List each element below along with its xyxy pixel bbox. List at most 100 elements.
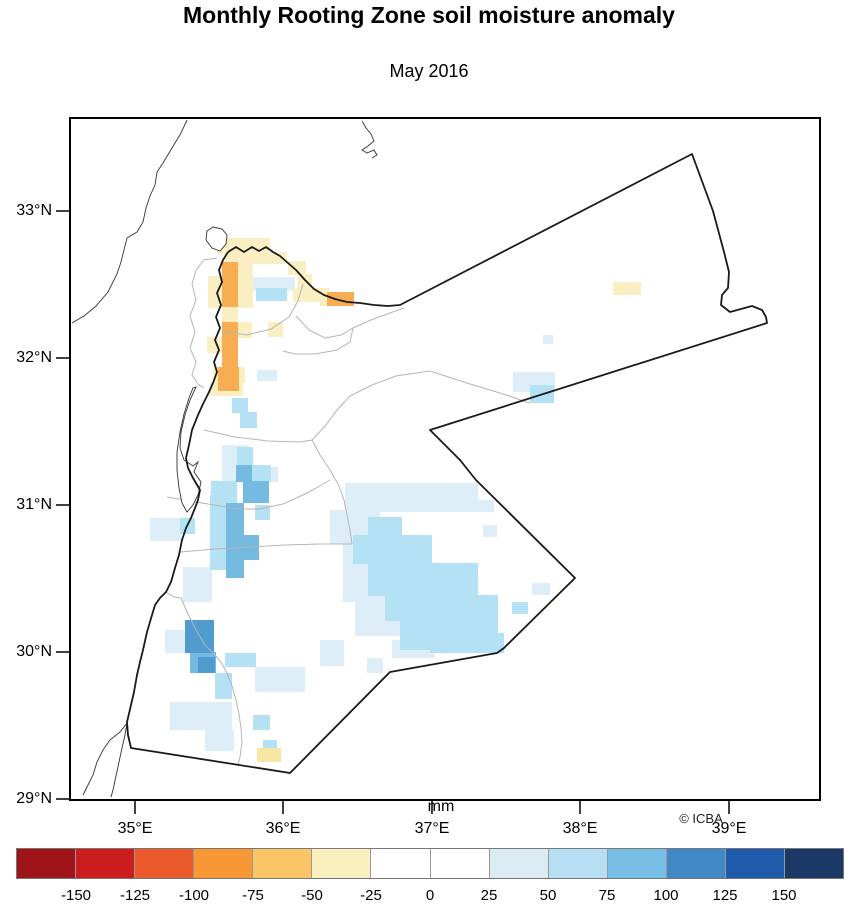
anomaly-cell (385, 595, 498, 621)
anomaly-cell (198, 657, 215, 673)
colorbar-units-label: mm (427, 798, 455, 815)
anomaly-cell (613, 282, 641, 295)
colorbar-boundary-label: -150 (60, 887, 92, 904)
anomaly-cell (240, 412, 257, 428)
latitude-label: 29°N (16, 790, 52, 807)
anomaly-cell (222, 262, 238, 307)
anomaly-cell (512, 602, 528, 614)
colorbar-segment (76, 849, 136, 878)
longitude-label: 35°E (117, 820, 153, 837)
admin-boundary (221, 283, 304, 336)
coastline (82, 722, 128, 796)
colorbar-boundary-label: 0 (425, 887, 435, 904)
colorbar (16, 848, 844, 879)
map-frame (69, 117, 821, 801)
colorbar-boundary-label: -125 (119, 887, 151, 904)
anomaly-cell (253, 715, 270, 730)
anomaly-cell (226, 503, 244, 578)
anomaly-cell (165, 630, 186, 653)
anomaly-cell (288, 261, 306, 275)
coastline (71, 119, 188, 324)
colorbar-boundary-label: -100 (178, 887, 210, 904)
colorbar-segment (253, 849, 313, 878)
admin-boundary (311, 439, 353, 545)
anomaly-cell (367, 658, 383, 673)
anomaly-cell (215, 673, 232, 699)
latitude-label: 30°N (16, 643, 52, 660)
anomaly-cell (257, 748, 281, 762)
colorbar-segment (785, 849, 844, 878)
colorbar-segment (666, 849, 726, 878)
figure-title: Monthly Rooting Zone soil moisture anoma… (183, 2, 675, 28)
colorbar-boundary-label: 100 (653, 887, 679, 904)
anomaly-cell (320, 640, 344, 666)
anomaly-cell (236, 465, 252, 482)
anomaly-cell (244, 535, 259, 560)
figure-subtitle: May 2016 (389, 61, 469, 81)
anomaly-cell (345, 483, 478, 512)
admin-boundary (352, 307, 405, 329)
anomaly-cell (222, 322, 238, 368)
anomaly-cell (237, 262, 253, 308)
anomaly-cell (225, 653, 256, 667)
colorbar-boundary-label: 50 (539, 887, 557, 904)
anomaly-cell (183, 567, 212, 602)
colorbar-segment (194, 849, 254, 878)
anomaly-cell (256, 288, 287, 301)
lake-outline (176, 386, 202, 513)
longitude-label: 37°E (414, 820, 450, 837)
map-layers (71, 119, 768, 798)
anomaly-cell (368, 563, 478, 596)
colorbar-segment (312, 849, 372, 878)
colorbar-boundary-label: 150 (771, 887, 797, 904)
anomaly-cell (222, 306, 238, 323)
lake-outline (205, 226, 228, 252)
longitude-label: 39°E (711, 820, 747, 837)
colorbar-boundary-label: 125 (712, 887, 738, 904)
anomaly-cell (430, 633, 504, 653)
anomaly-cell (353, 535, 432, 564)
anomaly-cell (225, 252, 287, 264)
anomaly-cell (243, 481, 269, 503)
coastline (361, 120, 378, 159)
anomaly-cell (237, 322, 252, 338)
longitude-label: 38°E (562, 820, 598, 837)
anomaly-cell (170, 702, 232, 730)
anomaly-cell (368, 517, 402, 536)
colorbar-segment (489, 849, 549, 878)
anomaly-cell (150, 518, 181, 541)
country-border (126, 153, 768, 774)
admin-boundary (203, 370, 531, 443)
colorbar-boundary-label: 25 (480, 887, 498, 904)
colorbar-segment (135, 849, 195, 878)
admin-boundary (282, 315, 354, 355)
coastline (110, 722, 128, 798)
anomaly-cell (250, 277, 295, 291)
anomaly-cell (478, 500, 494, 512)
colorbar-boundary-label: -50 (301, 887, 323, 904)
anomaly-cell (327, 292, 354, 306)
admin-boundary (180, 543, 352, 553)
admin-boundary (189, 257, 218, 389)
colorbar-segment (17, 849, 77, 878)
anomaly-cell (237, 447, 253, 466)
colorbar-segment (725, 849, 786, 878)
anomaly-cell (218, 367, 239, 391)
admin-boundary (165, 591, 243, 766)
anomaly-cell (210, 495, 226, 570)
latitude-label: 32°N (16, 349, 52, 366)
anomaly-cell (268, 322, 283, 337)
anomaly-cell (257, 370, 277, 381)
anomaly-cell (483, 525, 497, 537)
colorbar-boundary-label: 75 (598, 887, 616, 904)
copyright-watermark: © ICBA (679, 811, 723, 826)
anomaly-cell (255, 667, 305, 692)
latitude-label: 31°N (16, 496, 52, 513)
colorbar-boundary-label: -25 (360, 887, 382, 904)
latitude-label: 33°N (16, 202, 52, 219)
colorbar-segment (548, 849, 608, 878)
anomaly-cell (532, 583, 550, 595)
anomaly-cell (543, 335, 553, 344)
